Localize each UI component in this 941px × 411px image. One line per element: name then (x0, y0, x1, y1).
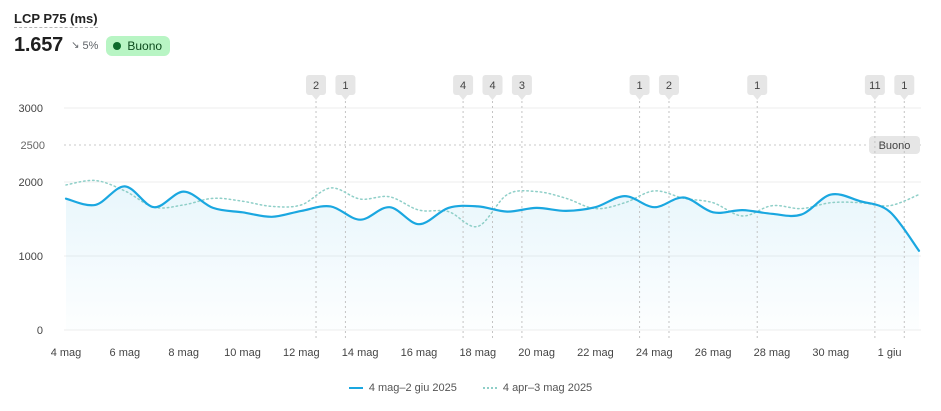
legend-solid-line-icon (348, 387, 363, 389)
series-current-line (64, 185, 921, 252)
x-tick-label: 26 mag (695, 347, 732, 359)
x-tick-label: 14 mag (342, 347, 379, 359)
annotation-pointer (900, 95, 909, 100)
x-tick-label: 10 mag (224, 347, 261, 359)
annotation-marker (511, 75, 532, 95)
x-tick-label: 4 mag (51, 347, 82, 359)
annotation-label: 1 (901, 80, 907, 92)
x-tick-label: 12 mag (283, 347, 320, 359)
x-tick-label: 16 mag (401, 347, 438, 359)
annotation-pointer (341, 95, 350, 100)
legend-item-current[interactable]: 4 mag–2 giu 2025 (348, 382, 457, 394)
delta-value: 5% (82, 39, 99, 52)
metric-summary: 1.657 ↘ 5% Buono (14, 34, 171, 57)
metric-value: 1.657 (14, 34, 64, 56)
annotation-pointer (635, 95, 644, 100)
x-tick-label: 24 mag (636, 347, 673, 359)
annotation-marker (864, 75, 885, 95)
status-badge: Buono (106, 35, 171, 56)
annotation-marker (306, 75, 327, 95)
y-tick-label: 2000 (19, 177, 43, 189)
annotation-label: 2 (313, 80, 319, 92)
annotation-marker (335, 75, 356, 95)
series-previous-line (65, 179, 920, 228)
annotation-marker (658, 75, 679, 95)
annotation-marker (894, 75, 915, 95)
annotation-label: 11 (869, 80, 880, 92)
annotation-pointer (459, 95, 468, 100)
legend-dotted-line-icon (482, 387, 497, 389)
annotation-marker (453, 75, 474, 95)
metric-title[interactable]: LCP P75 (ms) (14, 11, 98, 28)
annotation-label: 1 (342, 80, 348, 92)
threshold-label-box (869, 136, 920, 154)
annotation-pointer (488, 95, 497, 100)
annotation-label: 4 (489, 80, 495, 92)
threshold-label: Buono (879, 140, 911, 152)
annotation-pointer (517, 95, 526, 100)
threshold-tick-label: 2500 (21, 140, 45, 152)
annotation-pointer (664, 95, 673, 100)
legend-label-current: 4 mag–2 giu 2025 (368, 382, 457, 394)
y-tick-label: 0 (37, 325, 43, 337)
x-tick-label: 6 mag (110, 347, 141, 359)
annotation-pointer (870, 95, 879, 100)
annotation-label: 3 (519, 80, 525, 92)
y-tick-label: 1000 (19, 251, 43, 263)
lcp-line-chart: 0 1000 2000 3000 2500 Buono 4 mag 6 mag 8 mag 10 … (19, 75, 921, 359)
annotation-label: 2 (666, 80, 672, 92)
status-badge-label: Buono (127, 38, 163, 53)
annotation-marker (747, 75, 768, 95)
metric-delta: ↘ 5% (71, 40, 98, 52)
y-tick-label: 3000 (19, 103, 43, 115)
legend-item-previous[interactable]: 4 apr–3 mag 2025 (482, 382, 593, 394)
annotation-marker (629, 75, 650, 95)
legend-label-previous: 4 apr–3 mag 2025 (502, 382, 593, 394)
annotation-label: 1 (754, 80, 760, 92)
x-tick-label: 8 mag (168, 347, 199, 359)
annotation-label: 4 (460, 80, 466, 92)
metric-header: LCP P75 (ms) 1.657 ↘ 5% Buono (14, 10, 171, 57)
series-current-area (66, 186, 919, 330)
annotation-label: 1 (637, 80, 643, 92)
chart-legend: 4 mag–2 giu 2025 4 apr–3 mag 2025 (0, 382, 941, 394)
x-tick-label: 20 mag (518, 347, 555, 359)
annotation-pointer (312, 95, 321, 100)
x-tick-label: 1 giu (878, 347, 902, 359)
x-tick-label: 28 mag (754, 347, 791, 359)
status-dot-icon (113, 41, 122, 50)
x-tick-label: 30 mag (812, 347, 849, 359)
x-tick-label: 18 mag (459, 347, 496, 359)
arrow-down-right-icon: ↘ (71, 40, 80, 51)
annotation-pointer (753, 95, 762, 100)
annotation-marker (482, 75, 503, 95)
x-tick-label: 22 mag (577, 347, 614, 359)
